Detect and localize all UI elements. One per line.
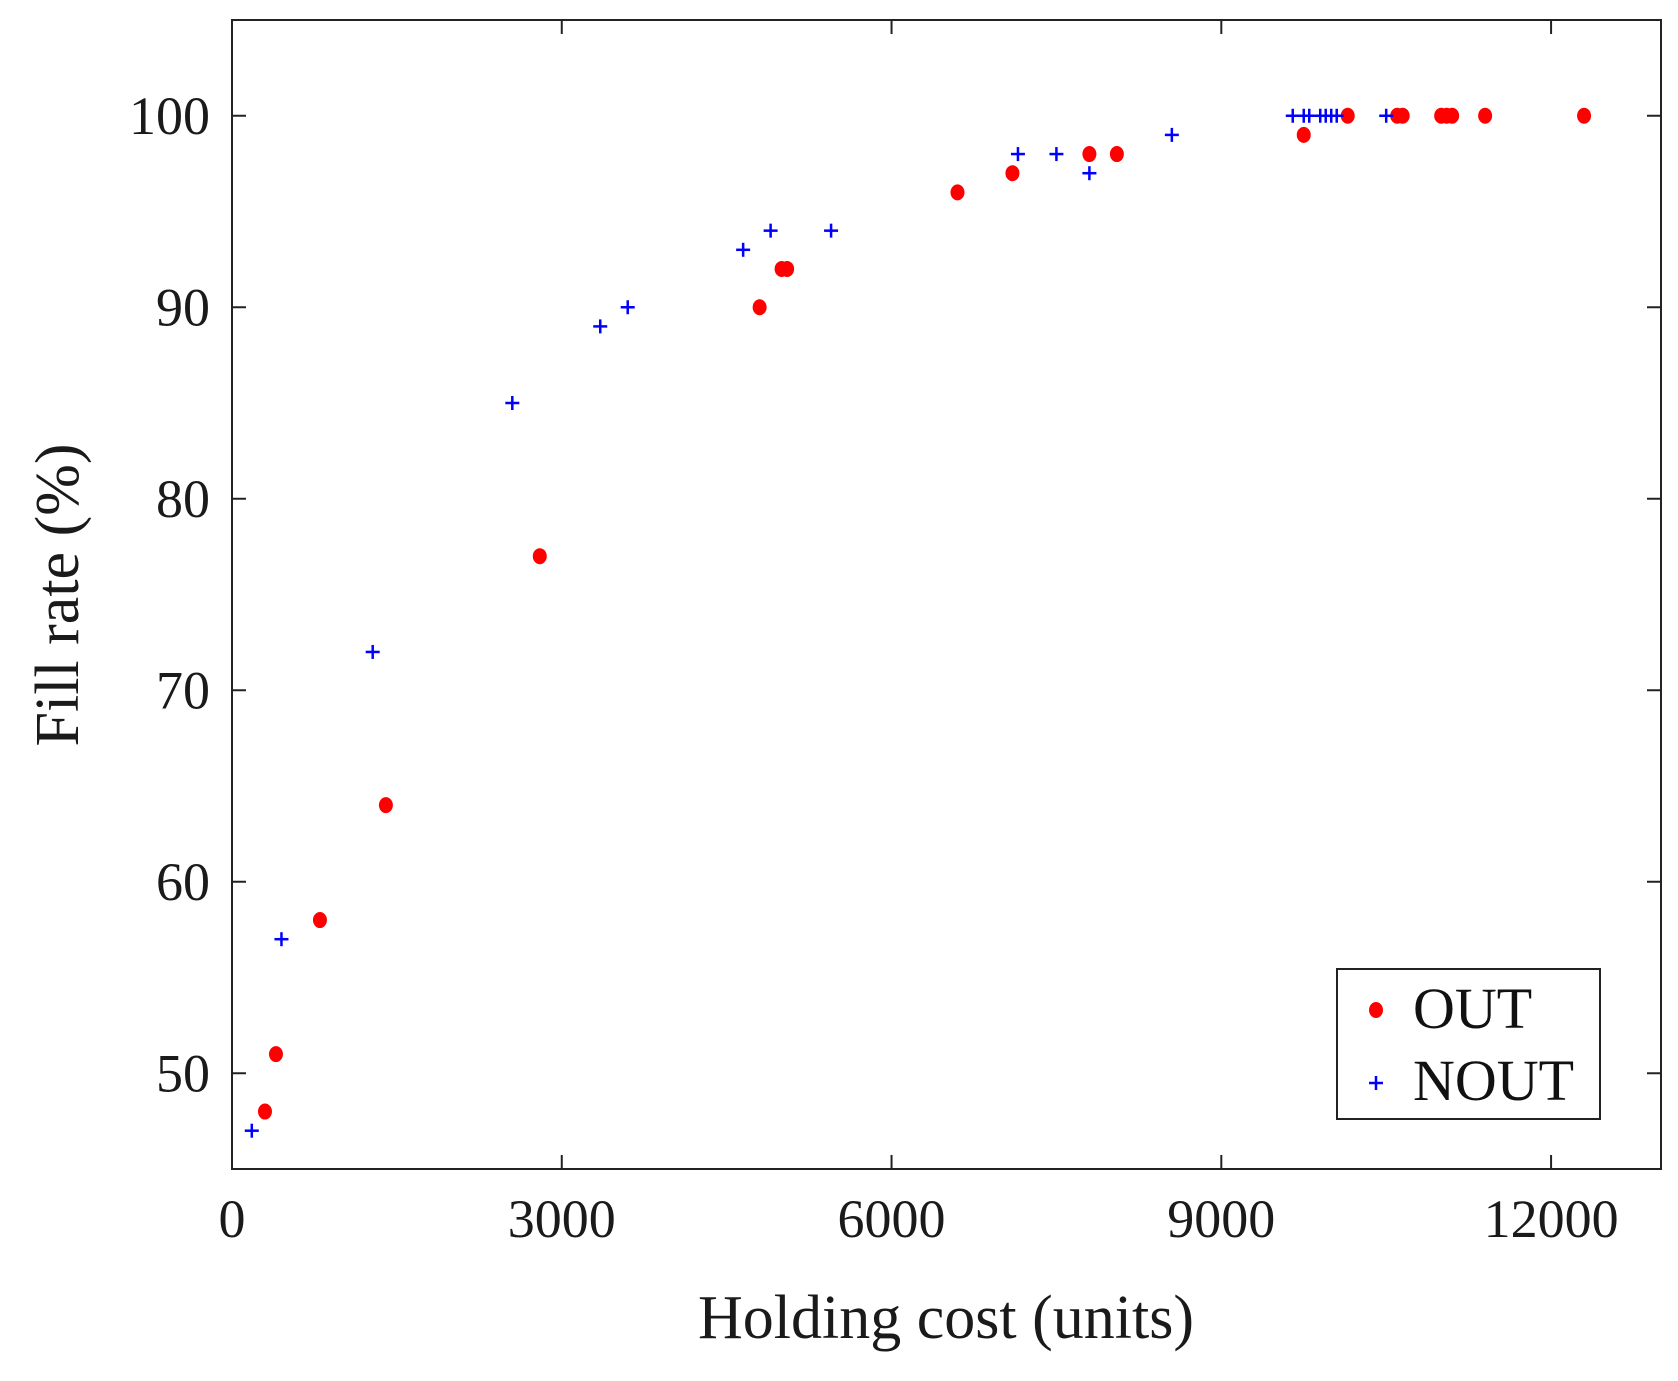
data-point-out xyxy=(257,1103,272,1120)
data-point-out xyxy=(780,260,795,277)
data-point-nout xyxy=(763,223,778,238)
y-tick-label: 70 xyxy=(156,660,210,720)
data-point-nout xyxy=(505,396,520,410)
data-point-out xyxy=(1577,107,1592,124)
x-axis-label: Holding cost (units) xyxy=(698,1284,1194,1352)
data-point-out xyxy=(532,548,547,565)
data-point-out xyxy=(1109,146,1124,163)
y-tick-label: 100 xyxy=(129,86,210,146)
legend: OUT NOUT xyxy=(1336,968,1601,1120)
data-point-nout xyxy=(1164,127,1179,142)
y-tick-label: 90 xyxy=(156,277,210,337)
data-point-nout xyxy=(274,932,289,947)
data-point-out xyxy=(312,912,327,929)
x-tick-label: 0 xyxy=(219,1189,246,1249)
data-point-nout xyxy=(1082,166,1097,181)
ticks-layer xyxy=(231,20,1661,1169)
legend-item-nout xyxy=(1369,1076,1383,1090)
x-tick-label: 6000 xyxy=(838,1189,946,1249)
data-point-nout xyxy=(365,644,380,659)
y-tick-label: 50 xyxy=(156,1043,210,1103)
data-point-nout xyxy=(244,1123,259,1138)
data-point-out xyxy=(1445,107,1460,124)
legend-marker-out xyxy=(1369,1002,1383,1018)
x-tick-label: 3000 xyxy=(508,1189,616,1249)
points-layer xyxy=(244,107,1592,1138)
data-point-nout xyxy=(1010,147,1025,162)
data-point-nout xyxy=(593,319,608,334)
data-point-out xyxy=(950,184,965,201)
x-tick-label: 9000 xyxy=(1167,1189,1275,1249)
x-tick-label: 12000 xyxy=(1484,1189,1619,1249)
y-axis-label: Fill rate (%) xyxy=(24,443,92,746)
data-point-out xyxy=(1340,107,1355,124)
data-point-out xyxy=(1082,146,1097,163)
data-point-nout xyxy=(824,223,839,238)
data-point-out xyxy=(1005,165,1020,182)
legend-marker-nout xyxy=(1369,1076,1383,1090)
data-point-nout xyxy=(620,300,635,315)
legend-item-out xyxy=(1369,1002,1383,1018)
data-point-out xyxy=(1478,107,1493,124)
tick-labels-layer: 0 3000 6000 9000 12000 50 60 70 80 90 100 xyxy=(129,86,1619,1249)
data-point-out xyxy=(752,299,767,316)
plot-area-frame xyxy=(231,19,1662,1170)
y-tick-label: 60 xyxy=(156,852,210,912)
data-point-out xyxy=(1395,107,1410,124)
data-point-nout xyxy=(736,242,751,257)
data-point-out xyxy=(1296,126,1311,143)
data-point-nout xyxy=(1379,108,1394,123)
legend-label-nout: NOUT xyxy=(1413,1048,1574,1113)
legend-box xyxy=(1336,968,1601,1120)
data-point-nout xyxy=(1049,147,1064,162)
data-point-nout xyxy=(1329,108,1344,123)
data-point-out xyxy=(378,797,393,814)
y-tick-label: 80 xyxy=(156,469,210,529)
legend-label-out: OUT xyxy=(1413,976,1532,1041)
data-point-out xyxy=(268,1046,283,1063)
